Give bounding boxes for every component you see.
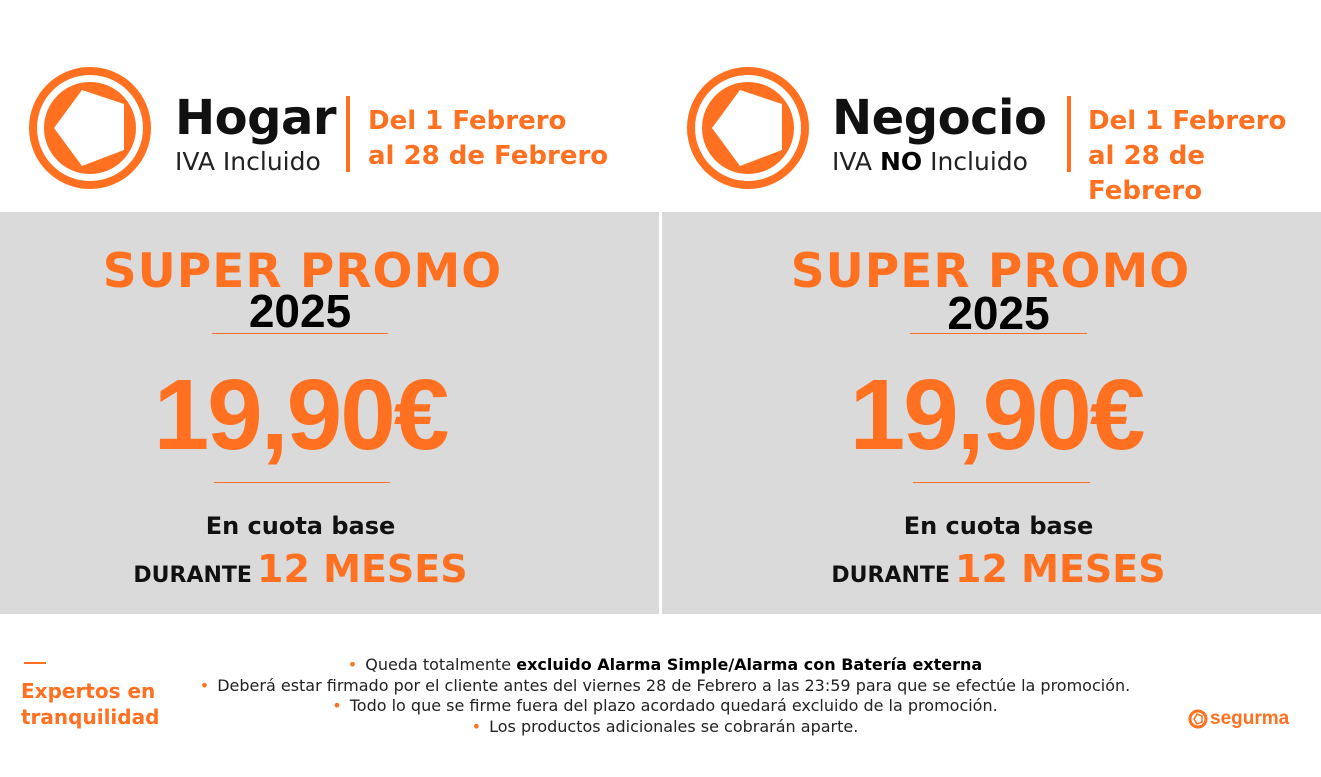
hogar-promo-title: SUPER PROMO	[102, 244, 503, 299]
tagline: Expertos en tranquilidad	[21, 678, 159, 730]
negocio-durante: DURANTE 12 MESES	[669, 550, 1321, 588]
negocio-promo-panel: SUPER PROMO 2025 19,90€ En cuota base DU…	[662, 212, 1321, 614]
tagline-line1: Expertos en	[21, 679, 156, 703]
negocio-meses: 12 MESES	[955, 547, 1166, 591]
terms-item: • Todo lo que se firme fuera del plazo ac…	[170, 696, 1160, 717]
terms-text: Queda totalmente	[365, 655, 512, 674]
terms-item: • Deberá estar firmado por el cliente ant…	[170, 676, 1160, 697]
negocio-promo-title: SUPER PROMO	[790, 244, 1191, 299]
negocio-dates: Del 1 Febrero al 28 de Febrero	[1088, 104, 1321, 209]
segurma-ring-logo-icon	[1188, 709, 1208, 729]
negocio-subtitle-no: NO	[879, 147, 923, 176]
tagline-line2: tranquilidad	[21, 705, 160, 729]
bullet-icon: •	[199, 675, 210, 695]
bullet-icon: •	[347, 655, 358, 674]
hogar-promo-panel: SUPER PROMO 2025 19,90€ En cuota base DU…	[0, 212, 659, 614]
negocio-logo-icon	[687, 67, 809, 189]
hogar-price-underline	[214, 482, 390, 483]
hogar-dates-line1: Del 1 Febrero	[368, 106, 567, 136]
negocio-subtitle: IVA NO Incluido	[832, 149, 1028, 174]
hogar-dates: Del 1 Febrero al 28 de Febrero	[368, 104, 608, 174]
bullet-icon: •	[332, 696, 342, 715]
hogar-subtitle: IVA Incluido	[175, 147, 321, 176]
negocio-durante-label: DURANTE	[831, 563, 950, 588]
hogar-durante-label: DURANTE	[133, 563, 252, 588]
hogar-cuota-label: En cuota base	[205, 512, 396, 540]
terms-item: • Queda totalmente excluido Alarma Simple…	[170, 655, 1160, 676]
negocio-dates-line1: Del 1 Febrero	[1088, 106, 1287, 136]
bullet-icon: •	[471, 716, 482, 736]
negocio-subtitle-post: Incluido	[930, 147, 1028, 176]
negocio-subtitle-pre: IVA	[832, 147, 872, 176]
negocio-promo-year: 2025	[947, 287, 1050, 339]
segurma-brand-text: segurma	[1210, 708, 1290, 729]
terms-text: Deberá estar firmado por el cliente ante…	[217, 675, 1131, 695]
terms-text: Los productos adicionales se cobrarán ap…	[489, 716, 859, 736]
hogar-divider	[346, 96, 350, 172]
terms-item: • Los productos adicionales se cobrarán a…	[170, 717, 1160, 738]
negocio-price: 19,90€	[849, 359, 1146, 471]
hogar-meses: 12 MESES	[257, 547, 468, 591]
hogar-year-underline	[212, 333, 388, 334]
tagline-dash	[24, 662, 46, 664]
hogar-dates-line2: al 28 de Febrero	[368, 141, 609, 171]
negocio-cuota-label: En cuota base	[903, 512, 1094, 540]
segurma-logo: segurma	[1188, 708, 1289, 730]
negocio-dates-line2: al 28 de Febrero	[1088, 141, 1205, 206]
negocio-divider	[1067, 96, 1071, 172]
negocio-year-underline	[910, 333, 1087, 334]
hogar-durante: DURANTE 12 MESES	[0, 550, 630, 588]
hogar-price: 19,90€	[153, 359, 450, 471]
negocio-title: Negocio	[832, 90, 1047, 146]
terms-list: • Queda totalmente excluido Alarma Simple…	[170, 655, 1160, 737]
hogar-logo-icon	[29, 67, 151, 189]
hogar-promo-year: 2025	[248, 285, 352, 337]
hogar-title: Hogar	[175, 90, 337, 146]
negocio-price-underline	[913, 482, 1090, 483]
terms-text: Todo lo que se firme fuera del plazo aco…	[349, 696, 998, 715]
terms-bold-text: excluido Alarma Simple/Alarma con Baterí…	[516, 655, 983, 674]
